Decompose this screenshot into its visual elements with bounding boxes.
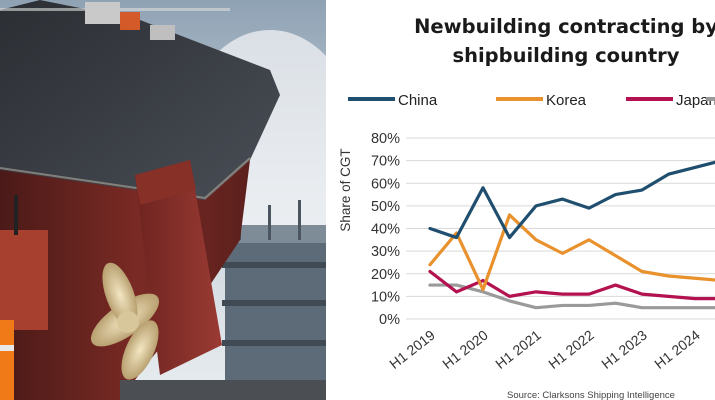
y-tick-label: 10% [371,289,400,305]
y-tick-label: 20% [371,267,400,283]
y-tick-label: 60% [371,176,400,192]
line-chart: 0% 10% 20% 30% 40% 50% 60% 70% 80% Share of CGT H1… [338,92,715,372]
legend-label: Korea [546,92,587,109]
series-line-china [428,160,715,240]
legend-label: China [398,92,438,109]
y-tick-label: 40% [371,222,400,238]
chart-panel: Newbuilding contracting by shipbuilding … [326,0,715,400]
x-tick-label: H1 2019 [386,327,438,372]
y-tick-label: 80% [371,131,400,147]
series-line-korea [428,213,715,292]
y-tick-label: 70% [371,154,400,170]
chart-title-line-2: shipbuilding country [452,44,680,67]
x-tick-label: H1 2023 [598,327,650,372]
ship-photo [0,0,326,400]
y-tick-label: 50% [371,199,400,215]
series-line-others [428,283,715,310]
x-tick-label: H1 2021 [492,327,544,372]
y-axis-label: Share of CGT [338,148,353,231]
x-tick-label: H1 2022 [545,327,597,372]
x-tick-label: H1 2020 [439,327,491,372]
source-note: Source: Clarksons Shipping Intelligence [507,390,675,400]
chart-title-line-1: Newbuilding contracting by [414,15,715,38]
x-tick-label: H1 2024 [651,327,703,372]
legend-label: Japan [676,92,715,109]
y-tick-label: 30% [371,244,400,260]
chart-title: Newbuilding contracting by shipbuilding … [326,12,715,70]
y-tick-label: 0% [379,312,400,328]
